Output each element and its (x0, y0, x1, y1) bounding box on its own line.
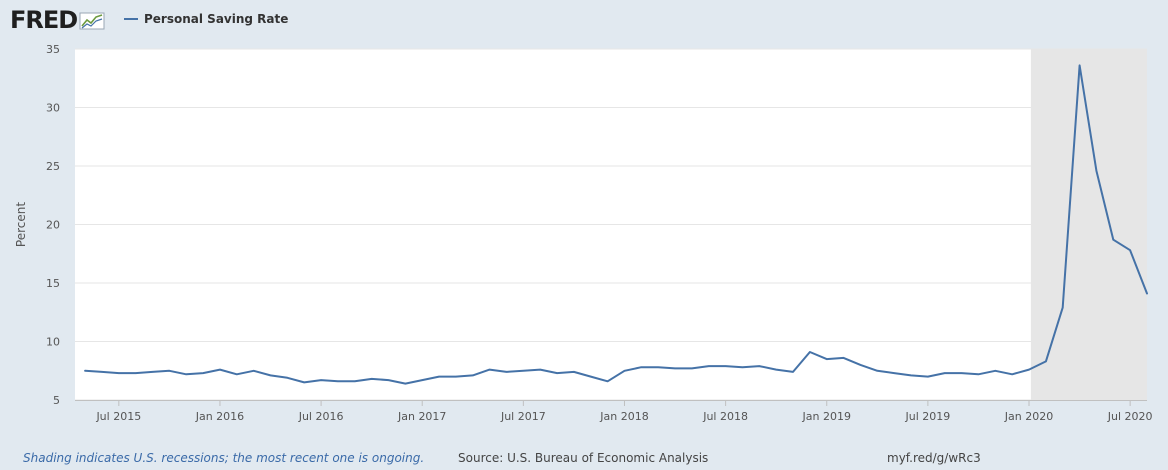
fred-logo[interactable]: FRED (10, 6, 105, 34)
legend-label: Personal Saving Rate (144, 12, 289, 26)
x-tick-label: Jan 2017 (397, 410, 446, 423)
data-point[interactable] (875, 369, 879, 373)
y-tick-label: 25 (46, 160, 60, 173)
data-point[interactable] (757, 364, 761, 368)
x-tick-label: Jul 2016 (298, 410, 344, 423)
data-point[interactable] (83, 369, 87, 373)
x-tick-label: Jul 2019 (904, 410, 950, 423)
data-point[interactable] (741, 365, 745, 369)
data-point[interactable] (201, 371, 205, 375)
data-point[interactable] (184, 372, 188, 376)
data-point[interactable] (673, 366, 677, 370)
recession-note: Shading indicates U.S. recessions; the m… (23, 451, 425, 465)
y-tick-label: 35 (46, 43, 60, 56)
y-axis-title: Percent (14, 202, 28, 247)
x-tick-label: Jul 2015 (95, 410, 141, 423)
data-point[interactable] (1010, 372, 1014, 376)
data-point[interactable] (1078, 63, 1082, 67)
data-point[interactable] (1094, 169, 1098, 173)
data-point[interactable] (505, 370, 509, 374)
data-point[interactable] (319, 378, 323, 382)
data-point[interactable] (724, 364, 728, 368)
data-point[interactable] (639, 365, 643, 369)
y-tick-label: 10 (46, 336, 60, 349)
data-point[interactable] (387, 378, 391, 382)
data-point[interactable] (943, 371, 947, 375)
data-point[interactable] (976, 372, 980, 376)
data-point[interactable] (151, 370, 155, 374)
data-point[interactable] (926, 375, 930, 379)
data-point[interactable] (606, 379, 610, 383)
data-point[interactable] (909, 373, 913, 377)
data-point[interactable] (403, 382, 407, 386)
data-point[interactable] (656, 365, 660, 369)
data-point[interactable] (774, 368, 778, 372)
data-point[interactable] (420, 378, 424, 382)
data-point[interactable] (167, 369, 171, 373)
x-tick-label: Jan 2016 (195, 410, 244, 423)
data-point[interactable] (1145, 292, 1149, 296)
series-line-personal-saving-rate[interactable] (84, 64, 1148, 385)
data-point[interactable] (134, 371, 138, 375)
data-point[interactable] (235, 372, 239, 376)
data-point[interactable] (842, 356, 846, 360)
data-point[interactable] (825, 357, 829, 361)
data-point[interactable] (791, 370, 795, 374)
data-point[interactable] (1027, 368, 1031, 372)
data-point[interactable] (488, 368, 492, 372)
data-point[interactable] (1111, 238, 1115, 242)
line-chart-icon (79, 12, 105, 30)
y-tick-label: 20 (46, 219, 60, 232)
data-point[interactable] (1128, 248, 1132, 252)
source-note: Source: U.S. Bureau of Economic Analysis (458, 451, 709, 465)
chart-header: FRED Personal Saving Rate (0, 0, 1168, 40)
data-point[interactable] (521, 369, 525, 373)
data-point[interactable] (269, 373, 273, 377)
y-tick-label: 15 (46, 277, 60, 290)
data-point[interactable] (100, 370, 104, 374)
data-point[interactable] (808, 350, 812, 354)
fred-logo-text: FRED (10, 6, 78, 34)
data-point[interactable] (690, 366, 694, 370)
data-point[interactable] (892, 371, 896, 375)
data-point[interactable] (993, 369, 997, 373)
data-point[interactable] (707, 364, 711, 368)
y-tick-label: 30 (46, 102, 60, 115)
x-tick-label: Jul 2020 (1107, 410, 1153, 423)
data-point[interactable] (117, 371, 121, 375)
data-point[interactable] (1061, 306, 1065, 310)
x-tick-label: Jan 2018 (599, 410, 648, 423)
data-point[interactable] (859, 363, 863, 367)
x-tick-label: Jul 2018 (702, 410, 748, 423)
data-point[interactable] (252, 369, 256, 373)
data-point[interactable] (623, 369, 627, 373)
data-point[interactable] (353, 379, 357, 383)
x-tick-label: Jan 2020 (1004, 410, 1053, 423)
data-point[interactable] (1044, 359, 1048, 363)
data-point[interactable] (285, 376, 289, 380)
legend-swatch (124, 18, 138, 20)
data-point[interactable] (589, 375, 593, 379)
data-point[interactable] (538, 368, 542, 372)
x-tick-label: Jan 2019 (802, 410, 851, 423)
data-point[interactable] (336, 379, 340, 383)
x-tick-label: Jul 2017 (500, 410, 546, 423)
data-point[interactable] (471, 373, 475, 377)
short-link[interactable]: myf.red/g/wRc3 (887, 451, 981, 465)
data-point[interactable] (555, 371, 559, 375)
data-point[interactable] (454, 375, 458, 379)
chart-legend[interactable]: Personal Saving Rate (124, 12, 288, 26)
data-point[interactable] (218, 368, 222, 372)
data-point[interactable] (960, 371, 964, 375)
data-point[interactable] (302, 380, 306, 384)
y-tick-label: 5 (53, 394, 60, 407)
data-point[interactable] (370, 377, 374, 381)
line-chart: 5 10 15 20 25 30 35 Percent Jul 2015 Jan 2016 Jul … (14, 43, 1153, 423)
data-point[interactable] (572, 370, 576, 374)
data-point[interactable] (437, 375, 441, 379)
